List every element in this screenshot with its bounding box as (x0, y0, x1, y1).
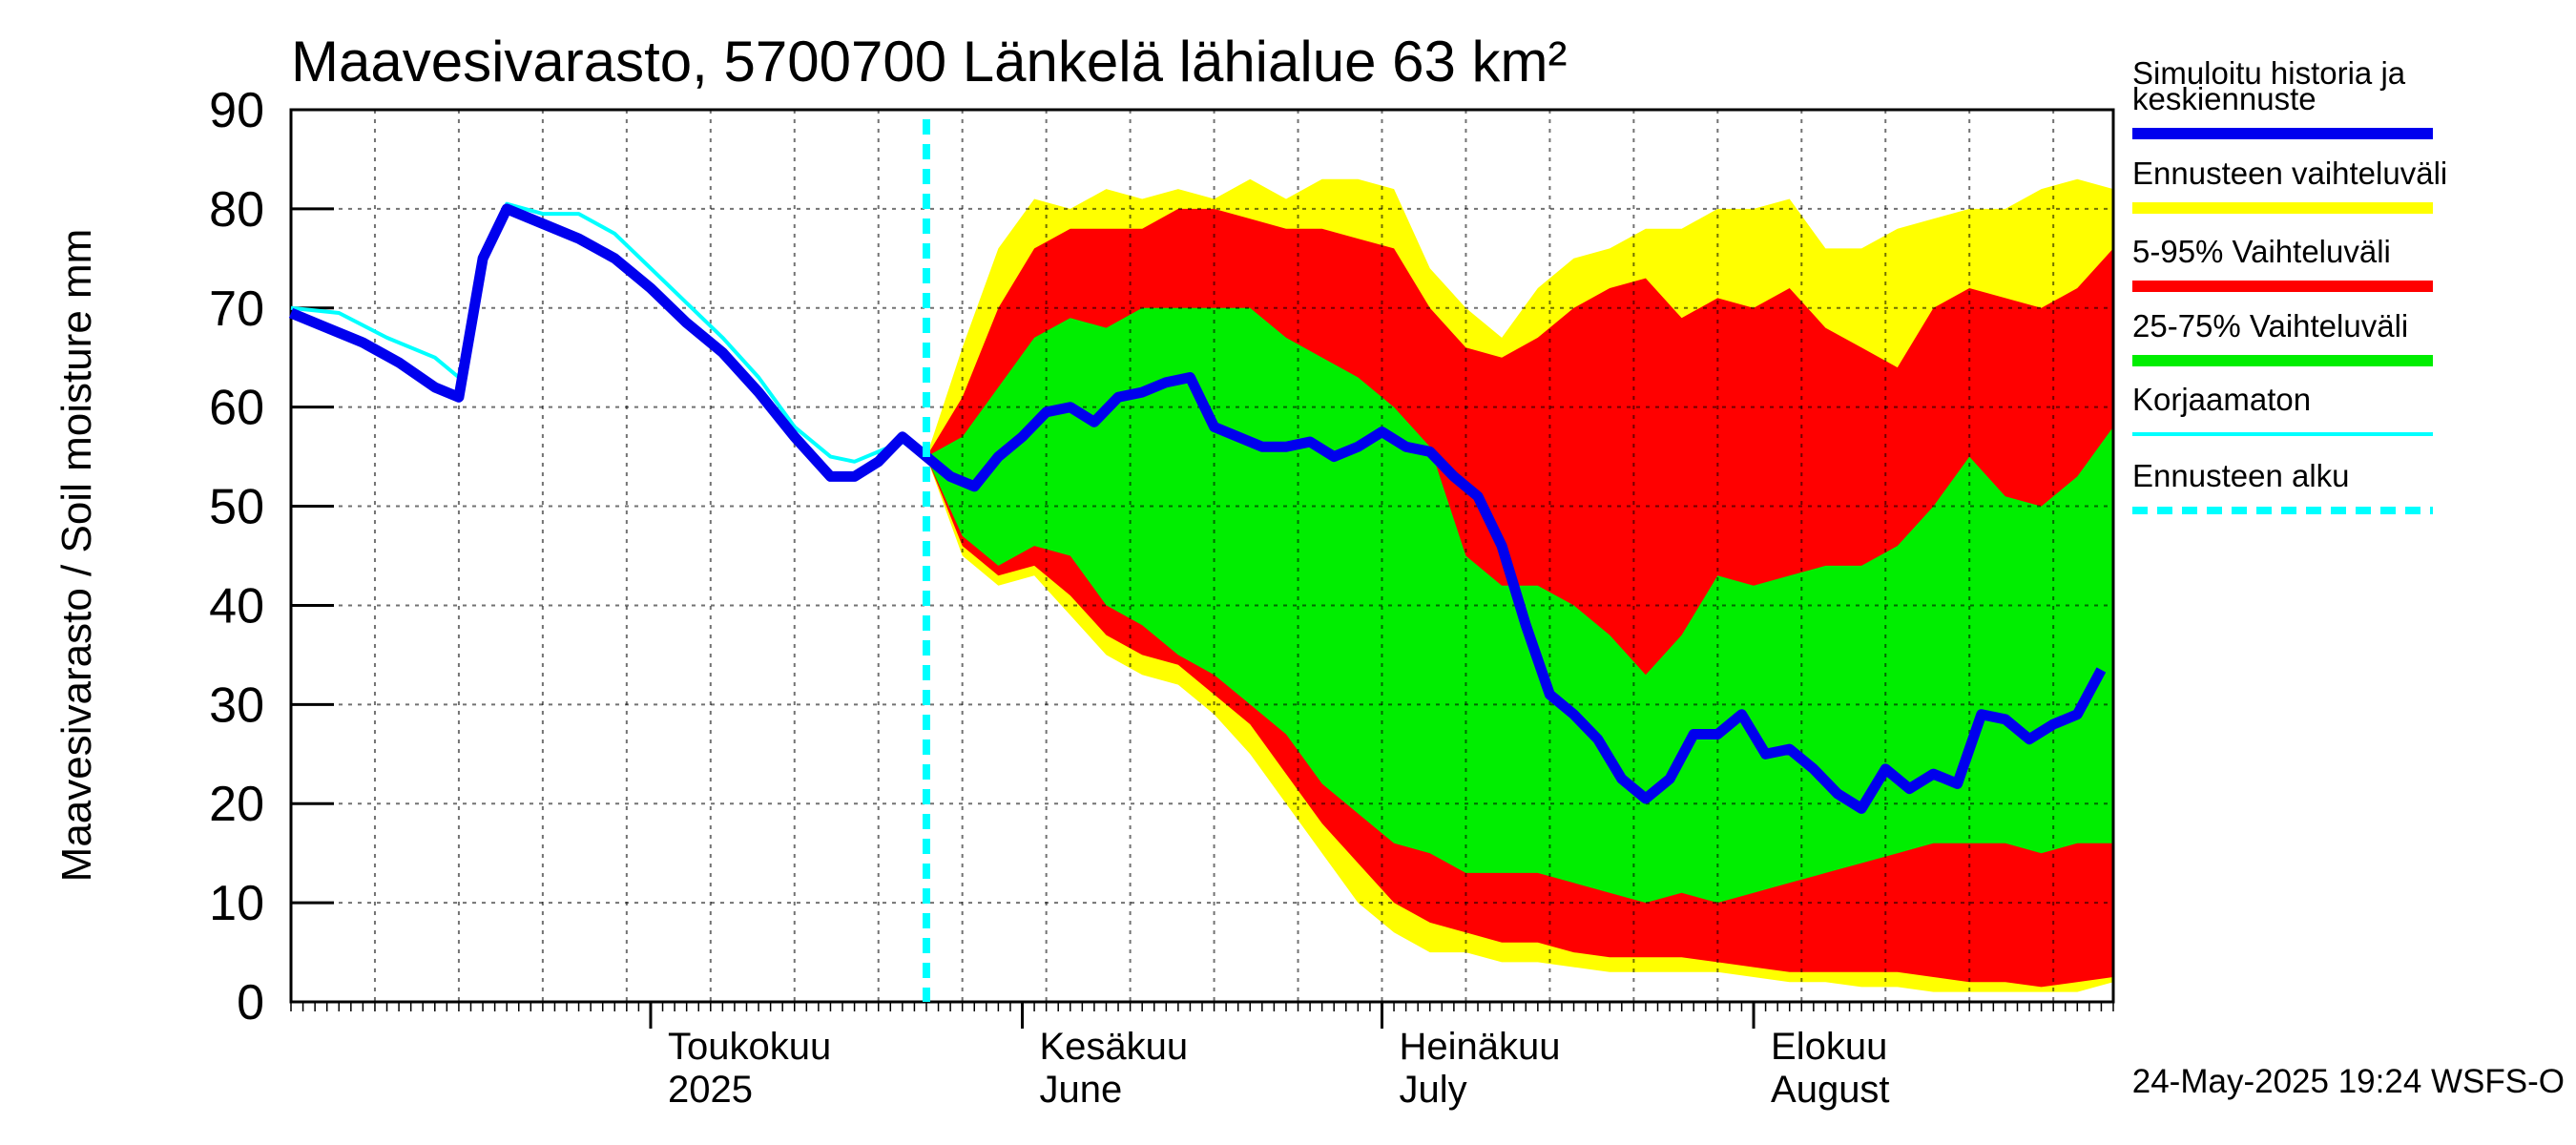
y-tick-label: 30 (209, 677, 264, 733)
x-month-sublabel: August (1771, 1069, 1890, 1111)
legend-label: Ennusteen alku (2132, 458, 2350, 493)
legend-label: Simuloitu historia ja (2132, 55, 2406, 91)
series-simulated (288, 203, 2107, 814)
chart-title: Maavesivarasto, 5700700 Länkelä lähialue… (291, 30, 1568, 94)
y-tick-label: 50 (209, 480, 264, 535)
legend-label: keskiennuste (2132, 81, 2316, 116)
series-uncorrected (290, 201, 928, 464)
x-month-label: Kesäkuu (1040, 1026, 1189, 1068)
y-tick-label: 0 (237, 975, 264, 1030)
y-tick-label: 60 (209, 381, 264, 436)
legend-label: 5-95% Vaihteluväli (2132, 234, 2391, 269)
x-month-sublabel: June (1040, 1069, 1123, 1111)
legend-label: 25-75% Vaihteluväli (2132, 308, 2408, 344)
y-tick-label: 40 (209, 578, 264, 634)
x-month-sublabel: 2025 (668, 1069, 753, 1111)
legend-label: Korjaamaton (2132, 382, 2311, 417)
series-lines (288, 119, 2107, 1002)
x-month-label: Toukokuu (668, 1026, 831, 1068)
y-tick-label: 80 (209, 182, 264, 238)
y-axis-label: Maavesivarasto / Soil moisture mm (53, 229, 100, 883)
forecast-bands (926, 178, 2113, 992)
x-month-sublabel: July (1399, 1069, 1466, 1111)
x-month-label: Elokuu (1771, 1026, 1887, 1068)
y-tick-label: 70 (209, 281, 264, 337)
timestamp-footer: 24-May-2025 19:24 WSFS-O (2132, 1063, 2565, 1100)
y-tick-label: 10 (209, 876, 264, 931)
y-tick-label: 90 (209, 83, 264, 138)
y-tick-label: 20 (209, 777, 264, 832)
grid-lines (291, 110, 2113, 1002)
x-month-label: Heinäkuu (1399, 1026, 1560, 1068)
legend-label: Ennusteen vaihteluväli (2132, 156, 2447, 191)
y-axis: 0 10 20 30 40 50 60 70 80 90 (209, 83, 334, 1030)
